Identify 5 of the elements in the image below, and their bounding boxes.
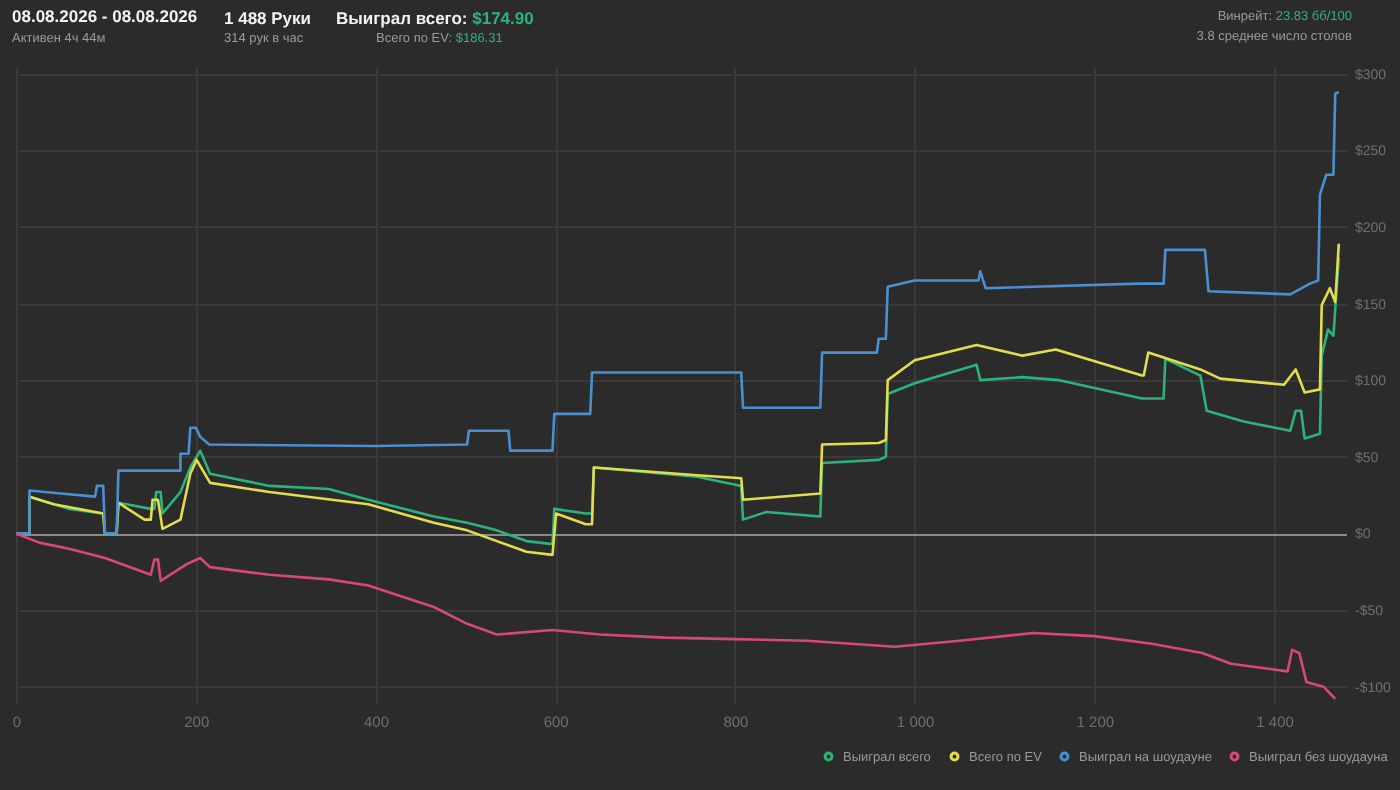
text: 1 488 Руки xyxy=(224,8,312,28)
chart-title: 08.08.2026 - 08.08.2026 xyxy=(12,6,198,26)
text: Выиграл всего: $174.90 xyxy=(336,8,534,28)
line-series xyxy=(14,90,1341,535)
line-series xyxy=(14,532,1337,701)
